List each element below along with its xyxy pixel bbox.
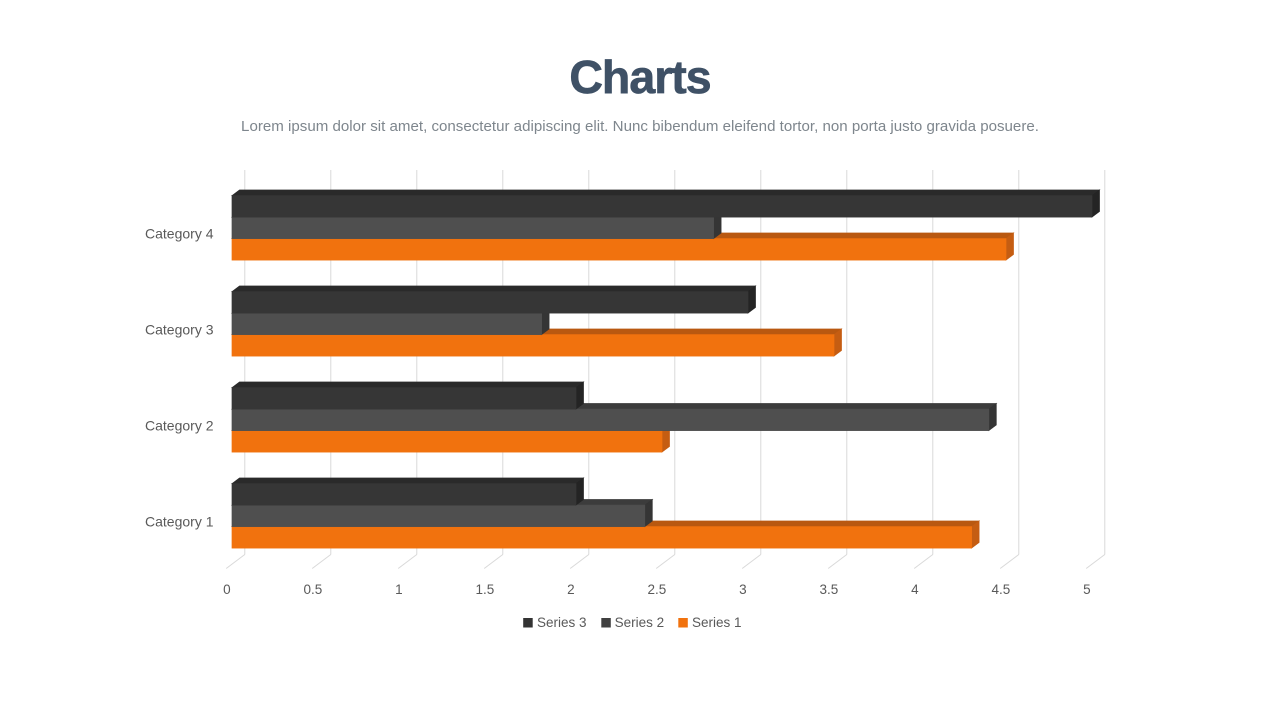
- svg-text:Series 2: Series 2: [615, 615, 665, 630]
- svg-text:0.5: 0.5: [304, 582, 323, 597]
- svg-text:0: 0: [223, 582, 231, 597]
- svg-text:3.5: 3.5: [820, 582, 839, 597]
- svg-text:2.5: 2.5: [648, 582, 667, 597]
- svg-text:5: 5: [1083, 582, 1091, 597]
- svg-text:4: 4: [911, 582, 919, 597]
- svg-text:3: 3: [739, 582, 747, 597]
- svg-text:1.5: 1.5: [476, 582, 495, 597]
- svg-text:Series 3: Series 3: [537, 615, 587, 630]
- svg-text:Lorem ipsum dolor sit amet, co: Lorem ipsum dolor sit amet, consectetur …: [241, 118, 1039, 135]
- svg-text:Category 4: Category 4: [145, 225, 214, 241]
- svg-text:Category 3: Category 3: [145, 321, 214, 337]
- svg-text:Category 1: Category 1: [145, 513, 214, 529]
- svg-text:Series 1: Series 1: [692, 615, 742, 630]
- svg-text:Charts: Charts: [569, 51, 710, 103]
- svg-text:Category 2: Category 2: [145, 417, 214, 433]
- svg-text:2: 2: [567, 582, 575, 597]
- svg-text:1: 1: [395, 582, 403, 597]
- svg-text:4.5: 4.5: [992, 582, 1011, 597]
